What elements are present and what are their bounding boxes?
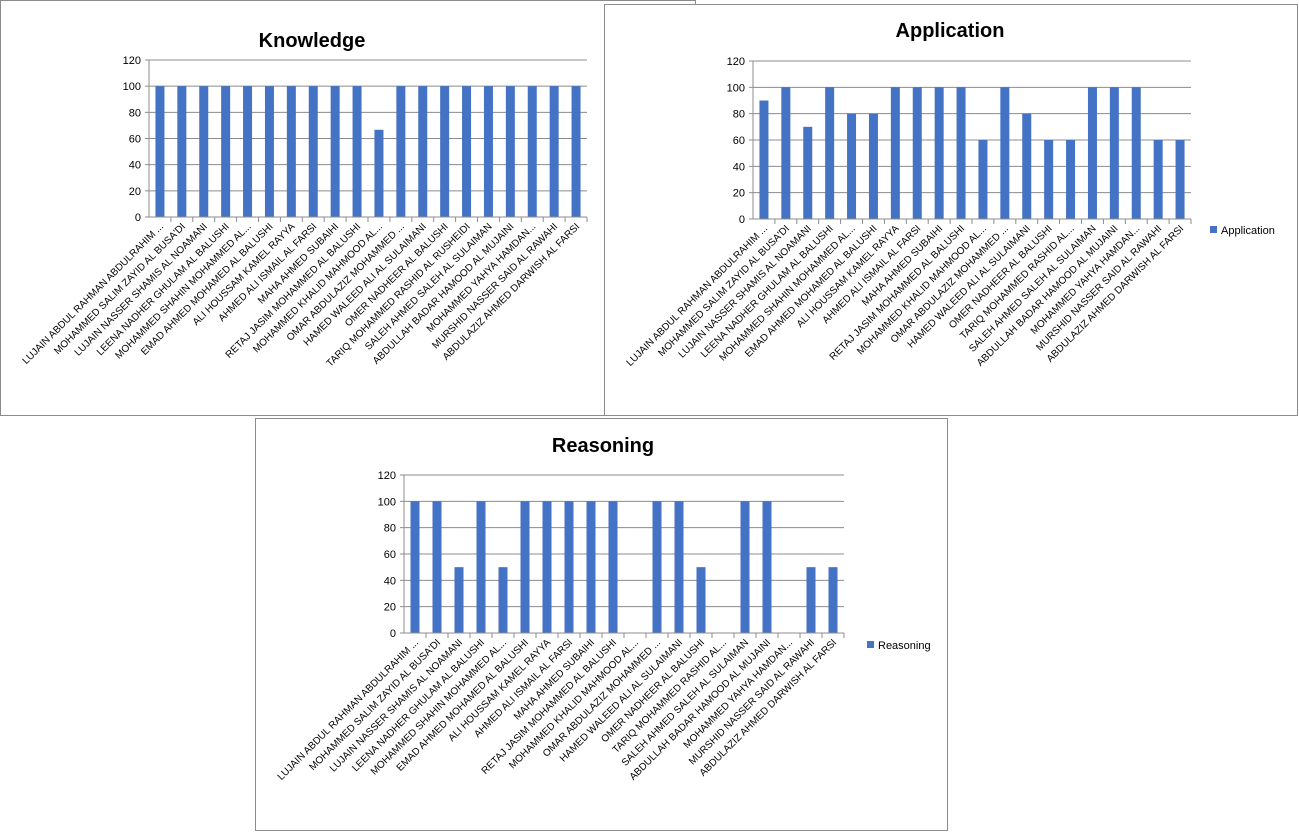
y-tick-label: 80 — [129, 107, 141, 119]
chart-title: Application — [896, 20, 1005, 42]
bar — [352, 86, 362, 218]
bar — [934, 87, 944, 219]
bar — [308, 86, 318, 218]
bar — [410, 501, 420, 633]
y-tick-label: 80 — [733, 109, 745, 121]
bar — [243, 86, 253, 218]
bar — [1153, 140, 1163, 219]
bar — [762, 501, 772, 633]
bar — [1087, 87, 1097, 219]
y-tick-label: 100 — [123, 81, 141, 93]
bar — [1131, 87, 1141, 219]
bar — [418, 86, 428, 218]
bar — [868, 113, 878, 219]
reasoning-chart-svg: Reasoning Reasoning 020406080100120LUJAI… — [276, 435, 931, 783]
bar — [674, 501, 684, 633]
bar — [806, 567, 816, 633]
bar — [608, 501, 618, 633]
bar — [527, 86, 537, 218]
bar — [199, 86, 209, 218]
bar — [803, 126, 813, 219]
bar — [462, 86, 472, 218]
bar — [520, 501, 530, 633]
y-tick-label: 0 — [739, 214, 745, 226]
y-tick-label: 20 — [129, 186, 141, 198]
legend-label: Reasoning — [878, 640, 931, 652]
bar — [177, 86, 187, 218]
application-chart: Application Application 0 20 40 60 80 100 120 L… — [604, 4, 1298, 416]
bar — [696, 567, 706, 633]
bar — [396, 86, 406, 218]
y-tick-label: 40 — [384, 575, 396, 587]
bar — [483, 86, 493, 218]
y-tick-label: 120 — [378, 470, 396, 482]
knowledge-chart: Knowledge 0 20 40 60 80 100 120 LUJAIN ABDUL RA… — [0, 0, 696, 416]
y-tick-label: 80 — [384, 523, 396, 535]
bar — [828, 567, 838, 633]
bar — [890, 87, 900, 219]
bar — [476, 501, 486, 633]
reasoning-chart: Reasoning Reasoning 0 20 40 60 80 100 120 LUJAI… — [255, 418, 948, 831]
y-tick-label: 120 — [123, 55, 141, 67]
bar — [1044, 140, 1054, 219]
bar — [432, 501, 442, 633]
bar — [847, 113, 857, 219]
y-tick-label: 40 — [733, 161, 745, 173]
bar — [1000, 87, 1010, 219]
y-tick-label: 20 — [384, 602, 396, 614]
y-tick-label: 60 — [129, 134, 141, 146]
bar — [1066, 140, 1076, 219]
bar — [505, 86, 515, 218]
bar — [549, 86, 559, 218]
y-tick-label: 120 — [727, 56, 745, 68]
legend-swatch — [867, 641, 874, 648]
y-tick-label: 60 — [733, 135, 745, 147]
bar — [374, 129, 384, 217]
application-chart-svg: Application Application 020406080100120L… — [625, 20, 1275, 369]
bar — [586, 501, 596, 633]
chart-title: Knowledge — [259, 30, 366, 52]
bar — [740, 501, 750, 633]
bar — [781, 87, 791, 219]
bar — [440, 86, 450, 218]
bar — [286, 86, 296, 218]
y-tick-label: 40 — [129, 160, 141, 172]
bar — [498, 567, 508, 633]
bar — [330, 86, 340, 218]
bar — [155, 86, 165, 218]
bar — [1175, 140, 1185, 219]
y-tick-label: 60 — [384, 549, 396, 561]
bar — [825, 87, 835, 219]
y-tick-label: 100 — [378, 496, 396, 508]
bar — [912, 87, 922, 219]
y-tick-label: 20 — [733, 188, 745, 200]
legend-label: Application — [1221, 225, 1275, 237]
bar — [542, 501, 552, 633]
y-tick-label: 0 — [390, 628, 396, 640]
bar — [571, 86, 581, 218]
bar — [956, 87, 966, 219]
legend-swatch — [1210, 226, 1217, 233]
bar — [264, 86, 274, 218]
bar — [978, 140, 988, 219]
y-tick-label: 0 — [135, 212, 141, 224]
bar — [1022, 113, 1032, 219]
chart-title: Reasoning — [552, 435, 654, 457]
bar — [1109, 87, 1119, 219]
bar — [759, 100, 769, 219]
bar — [564, 501, 574, 633]
bar — [221, 86, 231, 218]
y-tick-label: 100 — [727, 82, 745, 94]
bar — [454, 567, 464, 633]
bar — [652, 501, 662, 633]
